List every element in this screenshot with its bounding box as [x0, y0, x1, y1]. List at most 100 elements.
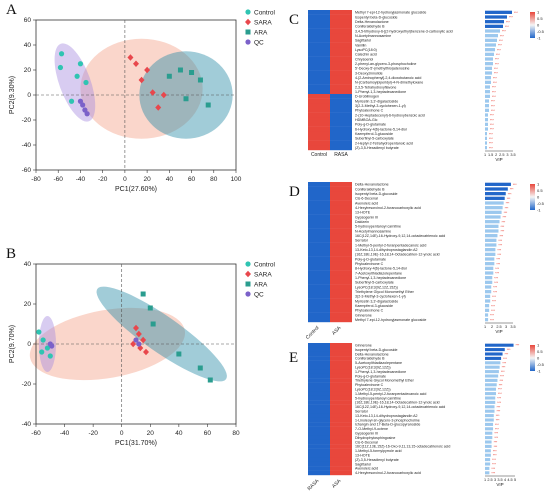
metabolite-label: Kaempferol-3-glucoside	[355, 304, 393, 308]
x-tick-label: -80	[31, 176, 41, 183]
significance-mark: ***	[493, 81, 497, 85]
heatmap-cell	[330, 89, 352, 95]
x-tick-label: 0	[120, 430, 124, 437]
data-point-qc	[84, 111, 90, 117]
heatmap-cell	[330, 196, 352, 201]
data-point-sara	[135, 330, 142, 338]
heatmap-cell	[330, 444, 352, 449]
heatmap-cell	[330, 126, 352, 132]
metabolite-label: 1-Linoleoyl-sn-glycero-3-phosphocholine	[355, 418, 420, 422]
metabolite-label: 2-Heptyl-2-Tetrahydropentanoic acid	[355, 141, 413, 145]
vip-bar	[485, 400, 496, 404]
vip-bar	[485, 220, 500, 224]
significance-mark: ***	[491, 109, 495, 113]
significance-mark: ***	[503, 216, 507, 220]
metabolite-label: 13-Keto-13,14-dihydroprostaglandin A2	[355, 248, 418, 252]
y-tick-label: -40	[22, 421, 32, 428]
vip-bar	[485, 343, 514, 347]
significance-mark: ***	[492, 295, 496, 299]
heatmap-cell	[330, 145, 352, 151]
vip-bar	[485, 370, 499, 374]
heatmap-e: Ginnerone *** Isopentyl beta-D-glucoside **…	[307, 343, 545, 493]
heatmap-cell	[308, 191, 330, 197]
significance-mark: ***	[507, 348, 511, 352]
significance-mark: ***	[498, 244, 502, 248]
significance-mark: ***	[496, 262, 500, 266]
legend-marker	[245, 39, 251, 45]
heatmap-cell	[330, 280, 352, 285]
heatmap-cell	[308, 136, 330, 141]
y-tick-label: 40	[24, 42, 32, 49]
significance-mark: ***	[499, 39, 503, 43]
heatmap-cell	[308, 308, 330, 313]
heatmap-cell	[308, 112, 330, 118]
metabolite-label: 3,4,5-trihydroxy-6-[(2-hydroxyethyl)benz…	[355, 29, 453, 33]
heatmap-cell	[308, 378, 330, 383]
data-point-control	[36, 329, 42, 335]
significance-mark: ***	[505, 25, 509, 29]
heatmap-d: Delta-Hexanolactone *** Coniferaldehyde B *…	[305, 182, 545, 341]
colorbar	[530, 345, 535, 371]
data-point-qc	[77, 98, 84, 104]
colorbar-tick-label: 0	[537, 23, 540, 28]
x-tick-label: 80	[210, 176, 218, 183]
metabolite-label: 16C(11Z,13E,15Z)-16-Oxo-9,11,13,15-octad…	[355, 445, 450, 449]
vip-bar	[485, 299, 491, 303]
y-tick-label: 0	[27, 92, 31, 99]
vip-bar	[485, 466, 490, 470]
colorbar-tick-label: 0	[537, 356, 540, 361]
data-point-ara	[197, 365, 203, 371]
significance-mark: ***	[508, 192, 512, 196]
data-point-sara	[137, 344, 144, 352]
vip-bar	[485, 229, 499, 233]
heatmap-cell	[330, 136, 352, 141]
heatmap-cell	[330, 47, 352, 53]
metabolite-label: Ginnerone	[355, 344, 372, 348]
vip-bar	[485, 348, 505, 352]
metabolite-label: Suberfinyl-5-carboxylate	[355, 137, 394, 141]
metabolite-label: Ichangin and 17-Beta-D-glucopyranoside	[355, 423, 420, 427]
metabolite-label: 5-hydroxypentanoyl carnitine	[355, 396, 401, 400]
heatmap-cell	[330, 413, 352, 418]
metabolite-label: 3(2-3-Methyl-3-cyclohexen-1-yl)	[355, 295, 406, 299]
heatmap-cell	[330, 470, 352, 476]
data-point-sara	[130, 340, 137, 348]
significance-mark: ***	[492, 458, 496, 462]
heatmap-cell	[308, 247, 330, 253]
heatmap-cell	[330, 382, 352, 388]
metabolite-label: Poly-g-D-glutamate	[355, 374, 386, 378]
significance-mark: ***	[498, 388, 502, 392]
heatmap-cell	[330, 461, 352, 467]
heatmap-cell	[308, 351, 330, 357]
y-tick-label: 40	[24, 261, 32, 268]
data-point-sara	[133, 60, 139, 67]
heatmap-cell	[308, 52, 330, 57]
significance-mark: ***	[494, 67, 498, 71]
heatmap-cell	[330, 289, 352, 295]
heatmap-cell	[330, 457, 352, 462]
colorbar-tick-label: 0.5	[537, 16, 543, 21]
vip-bar	[485, 113, 488, 117]
heatmap-cell	[308, 61, 330, 67]
metabolite-label: 3(2-3-Methyl-3-cyclohexen-1-yl)	[355, 104, 406, 108]
heatmap-cell	[308, 461, 330, 467]
vip-tick-label: 2.5	[499, 153, 504, 157]
heatmap-cell	[330, 404, 352, 410]
heatmap-cell	[330, 256, 352, 262]
vip-bar	[485, 182, 511, 186]
vip-bar	[485, 43, 496, 47]
x-tick-label: 20	[143, 176, 151, 183]
significance-mark: ***	[495, 272, 499, 276]
data-point-control	[39, 349, 45, 355]
significance-mark: ***	[498, 239, 502, 243]
heatmap-cell	[330, 426, 352, 432]
heatmap-cell	[330, 66, 352, 71]
heatmap-cell	[308, 214, 330, 220]
legend-label: ARA	[254, 282, 268, 289]
pca-scatter-a: -80 -60 -40 -20 0 20 40 60 80 100 -60 -40 -20 0 20 40 60…	[9, 9, 276, 193]
heatmap-cell	[330, 10, 352, 15]
significance-mark: ***	[491, 100, 495, 104]
metabolite-label: LysoPC(18:3(9Z,12Z,15Z))	[355, 285, 398, 289]
metabolite-label: Vanillin	[355, 43, 366, 47]
metabolite-label: Catechin acid	[355, 53, 377, 57]
